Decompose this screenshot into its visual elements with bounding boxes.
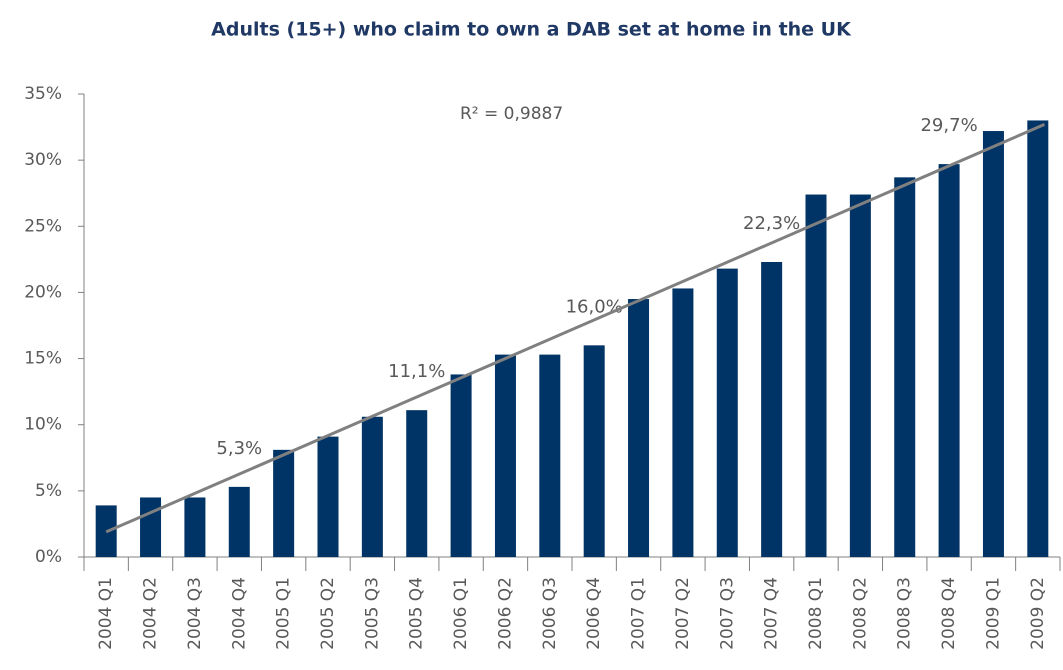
bar	[1027, 120, 1049, 557]
x-tick-label: 2007 Q4	[762, 577, 782, 650]
bar	[184, 497, 206, 557]
x-tick-label: 2004 Q3	[185, 577, 205, 650]
bar	[982, 131, 1004, 558]
x-tick-label: 2005 Q2	[318, 577, 338, 650]
bar	[849, 194, 871, 557]
bar	[716, 268, 738, 557]
data-label: 11,1%	[388, 361, 445, 382]
x-tick-label: 2007 Q1	[629, 577, 649, 650]
y-tick-label: 25%	[24, 216, 62, 236]
data-label: 16,0%	[566, 296, 623, 317]
data-label: 29,7%	[920, 115, 977, 136]
x-tick-label: 2008 Q3	[895, 577, 915, 650]
y-tick-label: 5%	[35, 481, 62, 501]
bar	[317, 436, 339, 557]
bar	[140, 497, 162, 557]
bar	[450, 374, 472, 557]
bar	[273, 449, 295, 557]
x-tick-label: 2009 Q1	[983, 577, 1003, 650]
x-tick-label: 2008 Q2	[850, 577, 870, 650]
bar	[228, 486, 250, 557]
x-tick-label: 2005 Q4	[407, 577, 427, 650]
bar	[938, 164, 960, 557]
x-tick-label: 2008 Q1	[806, 577, 826, 650]
x-tick-label: 2009 Q2	[1028, 577, 1048, 650]
data-label: 5,3%	[216, 438, 262, 459]
x-tick-label: 2005 Q3	[362, 577, 382, 650]
bar	[894, 177, 916, 557]
bar	[672, 288, 694, 557]
x-tick-label: 2007 Q3	[717, 577, 737, 650]
bar	[761, 262, 783, 557]
trendline	[105, 123, 1046, 534]
bar	[539, 354, 561, 557]
x-tick-label: 2005 Q1	[274, 577, 294, 650]
bar	[406, 410, 428, 557]
bar	[361, 416, 383, 557]
bar	[494, 354, 516, 557]
data-label: 22,3%	[743, 213, 800, 234]
chart-title: Adults (15+) who claim to own a DAB set …	[211, 19, 852, 41]
y-tick-label: 35%	[24, 84, 62, 104]
bar	[583, 345, 605, 557]
trendline-label: R² = 0,9887	[460, 104, 563, 124]
y-tick-label: 20%	[24, 282, 62, 302]
y-tick-label: 15%	[24, 349, 62, 369]
y-tick-label: 10%	[24, 415, 62, 435]
x-tick-label: 2007 Q2	[673, 577, 693, 650]
y-tick-label: 0%	[35, 547, 62, 567]
x-tick-label: 2006 Q3	[540, 577, 560, 650]
bar	[628, 299, 650, 557]
bar	[805, 194, 827, 557]
x-tick-label: 2006 Q4	[584, 577, 604, 650]
x-tick-label: 2004 Q4	[229, 577, 249, 650]
x-tick-label: 2006 Q1	[451, 577, 471, 650]
x-tick-label: 2004 Q2	[141, 577, 161, 650]
x-tick-label: 2008 Q4	[939, 577, 959, 650]
y-tick-label: 30%	[24, 150, 62, 170]
x-tick-label: 2006 Q2	[495, 577, 515, 650]
x-tick-label: 2004 Q1	[96, 577, 116, 650]
